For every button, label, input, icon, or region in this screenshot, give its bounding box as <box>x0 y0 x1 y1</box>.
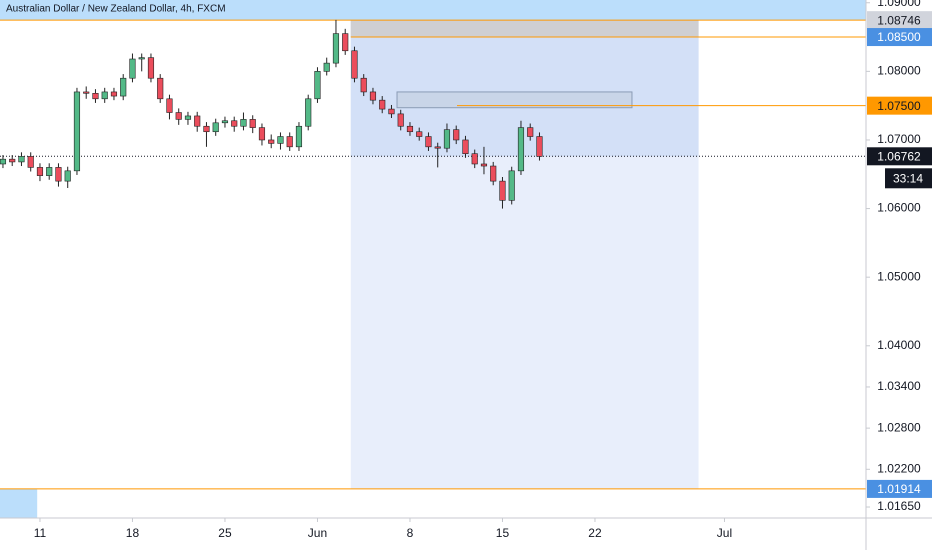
candle-body <box>332 33 340 64</box>
candle-body <box>342 33 349 52</box>
candle-body <box>147 57 155 79</box>
candle-body <box>388 108 395 115</box>
x-tick-label: 18 <box>126 526 140 540</box>
candle-body <box>406 125 414 133</box>
zone <box>350 20 699 157</box>
price-tag-label: 1.06762 <box>877 149 921 163</box>
candle-body <box>379 99 386 110</box>
candle-body <box>397 113 404 127</box>
candle-body <box>268 139 275 144</box>
candle-body <box>120 77 127 97</box>
y-tick-label: 1.02800 <box>877 420 921 434</box>
candle-body <box>157 77 164 100</box>
chart-title: Australian Dollar / New Zealand Dollar, … <box>6 4 226 15</box>
candle-body <box>314 71 321 100</box>
candle-body <box>425 136 432 148</box>
x-tick-label: Jul <box>717 526 732 540</box>
zone <box>0 0 866 21</box>
x-tick-label: 22 <box>588 526 602 540</box>
candle-body <box>9 158 16 163</box>
candle-body <box>416 131 423 137</box>
zone <box>396 91 633 109</box>
x-tick-label: 11 <box>34 526 47 540</box>
candle-body <box>360 77 367 93</box>
candle-body <box>517 127 525 172</box>
candle-body <box>499 180 506 201</box>
candle-body <box>231 120 238 127</box>
candle-body <box>203 125 210 133</box>
candle-body <box>462 139 469 154</box>
candle-body <box>18 156 25 163</box>
candle-body <box>240 119 247 127</box>
x-tick-label: 15 <box>496 526 510 540</box>
candle-body <box>184 115 192 120</box>
candle-body <box>0 158 7 165</box>
candle-body <box>83 91 90 94</box>
x-tick-label: 8 <box>407 526 414 540</box>
price-tag-label: 1.01914 <box>877 482 921 496</box>
candle-body <box>369 91 377 101</box>
candle-body <box>129 58 136 79</box>
candle-body <box>295 125 303 148</box>
candle-body <box>536 136 543 157</box>
y-tick-label: 1.07000 <box>877 132 921 146</box>
countdown: 33:14 <box>893 171 923 185</box>
candle-body <box>258 127 266 141</box>
price-tag <box>867 11 932 30</box>
y-tick-label: 1.03400 <box>877 379 921 393</box>
candle-body <box>453 129 460 141</box>
candle-body <box>305 98 312 127</box>
x-tick-label: 25 <box>218 526 232 540</box>
y-tick-label: 1.05000 <box>877 269 921 283</box>
candle-body <box>527 127 534 137</box>
candle-body <box>138 57 145 60</box>
candle-body <box>194 115 201 127</box>
candle-body <box>508 170 515 201</box>
candle-body <box>101 91 108 100</box>
y-tick-label: 1.08000 <box>877 64 921 78</box>
y-tick-label: 1.01650 <box>877 499 921 513</box>
candle-body <box>480 163 488 167</box>
price-tag <box>867 96 932 115</box>
price-tag <box>867 147 932 166</box>
candle-body <box>277 136 284 144</box>
price-tag-label: 1.07500 <box>877 99 921 113</box>
zone <box>0 488 38 518</box>
price-tag-label: 1.08500 <box>877 30 921 44</box>
y-tick-label: 1.04000 <box>877 338 921 352</box>
y-tick-label: 1.09000 <box>877 0 921 9</box>
candle-body <box>434 146 441 149</box>
candle-body <box>286 136 293 148</box>
zone <box>350 20 699 38</box>
candle-body <box>443 129 451 149</box>
candle-body <box>166 98 173 113</box>
candle-body <box>64 170 71 182</box>
candle-body <box>351 50 358 79</box>
candle-body <box>175 112 182 120</box>
candle-body <box>471 153 478 165</box>
candle-body <box>490 165 497 182</box>
price-tag-label: 1.08746 <box>877 13 921 27</box>
candle-body <box>73 91 81 172</box>
price-tag <box>867 28 932 47</box>
candle-body <box>323 62 330 72</box>
candle-body <box>221 120 229 124</box>
price-tag <box>867 479 932 498</box>
y-tick-label: 1.02200 <box>877 461 921 475</box>
x-tick-label: Jun <box>308 526 327 540</box>
y-tick-label: 1.06000 <box>877 201 921 215</box>
countdown-box <box>885 168 932 189</box>
candle-body <box>212 122 219 133</box>
candle-body <box>249 119 256 128</box>
candle-body <box>46 167 53 176</box>
candle-body <box>27 156 34 168</box>
candle-body <box>92 93 99 100</box>
candle-body <box>110 91 118 97</box>
candle-body <box>36 167 44 176</box>
candle-body <box>55 167 62 182</box>
